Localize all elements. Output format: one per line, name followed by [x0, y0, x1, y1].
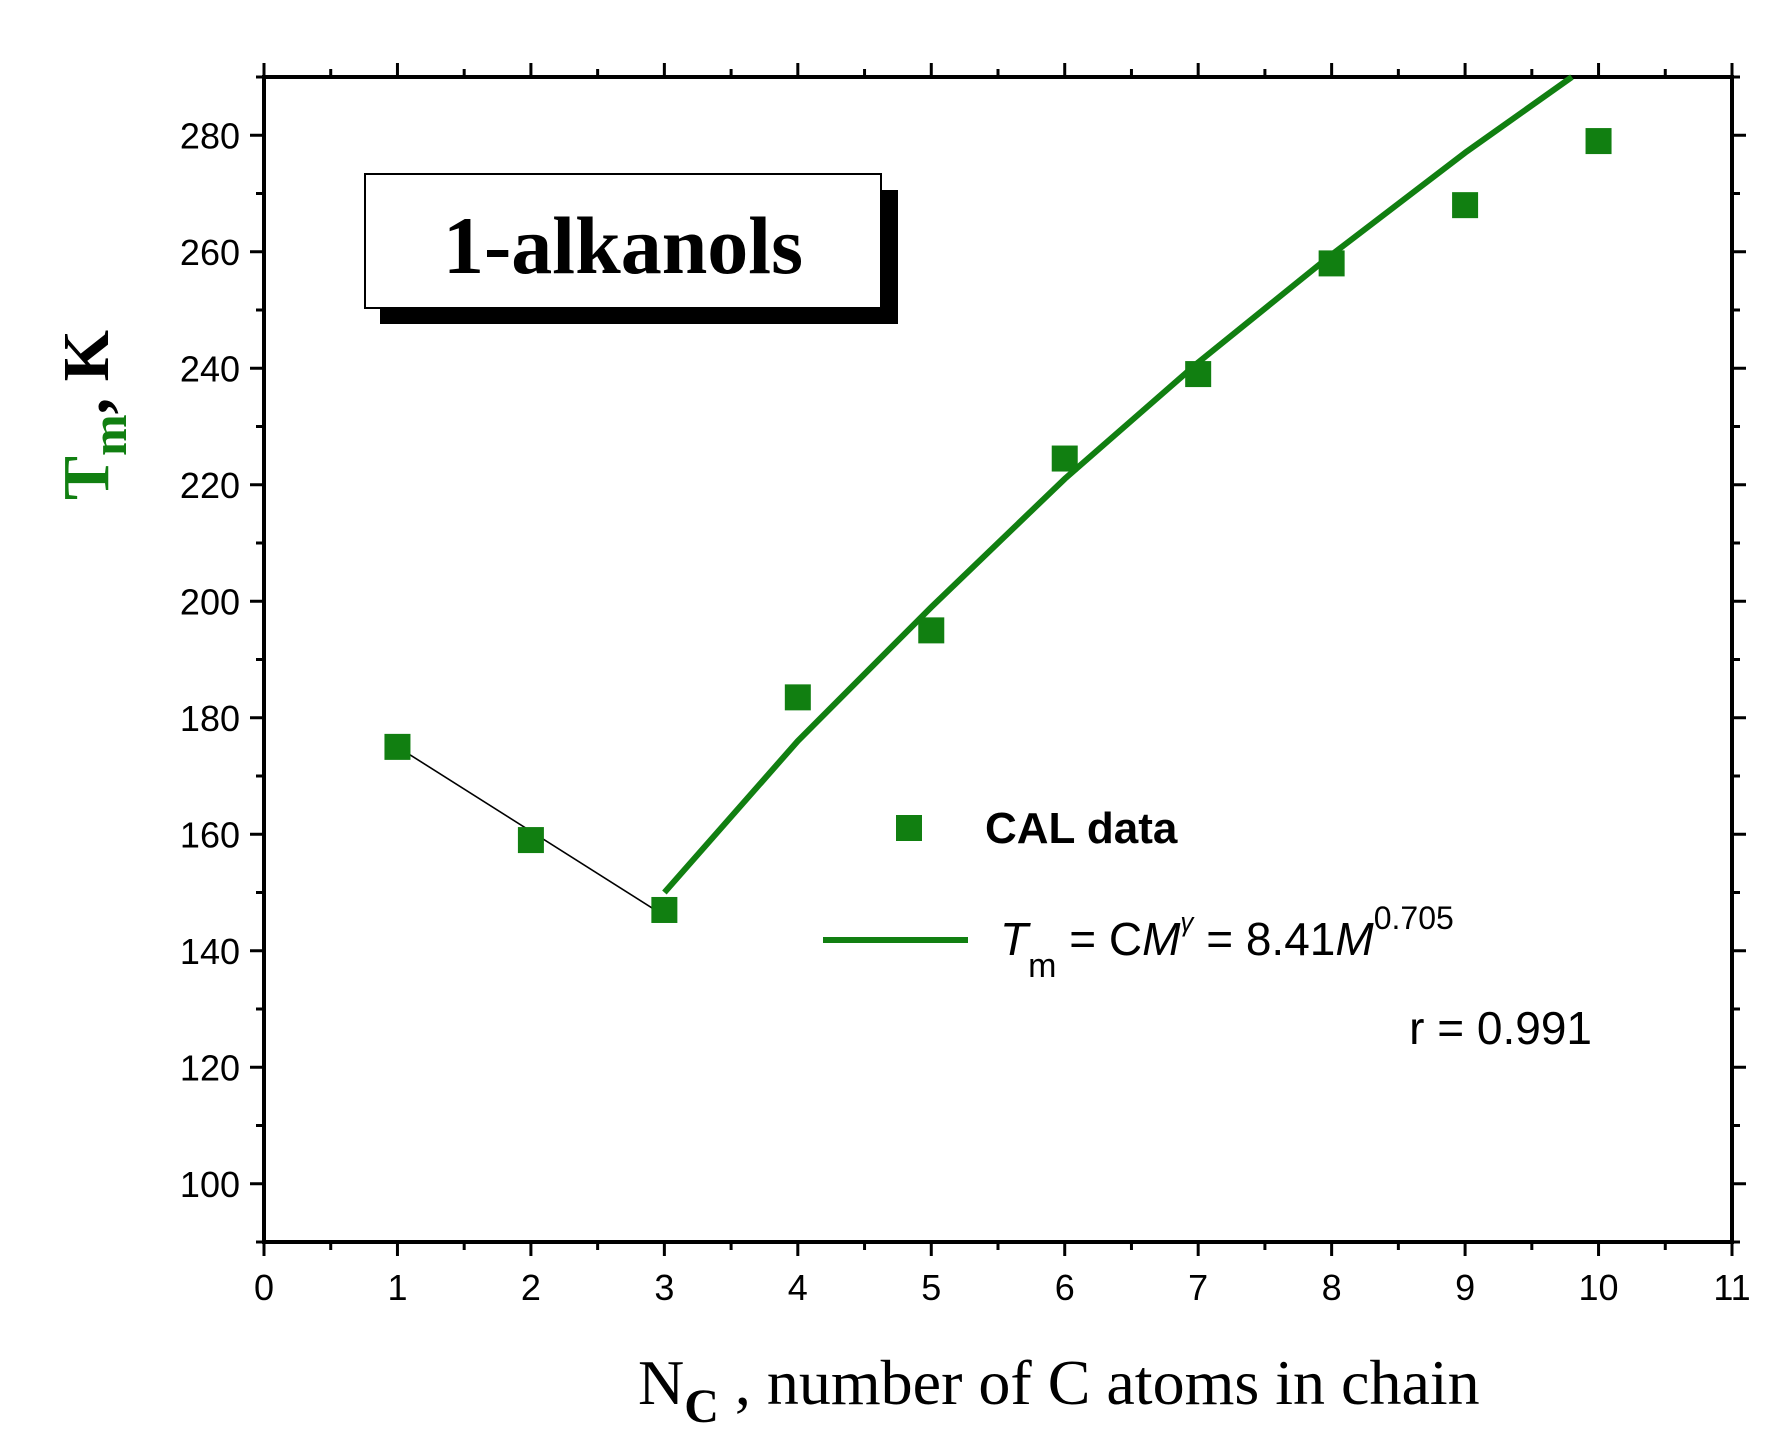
y-tick-label: 220 [180, 465, 240, 506]
y-axis-label-main: T [50, 456, 123, 500]
x-tick-label: 5 [921, 1267, 941, 1308]
data-point [1185, 361, 1212, 388]
data-point [1585, 128, 1612, 155]
legend-T: T [1000, 913, 1031, 965]
y-tick-label: 100 [180, 1164, 240, 1205]
x-tick-label: 7 [1188, 1267, 1208, 1308]
data-point [384, 733, 411, 760]
legend-gamma: γ [1180, 907, 1195, 937]
y-tick-label: 120 [180, 1047, 240, 1088]
data-point [517, 827, 544, 854]
legend-T-sub: m [1028, 947, 1056, 985]
data-point [1051, 445, 1078, 472]
y-tick-label: 240 [180, 348, 240, 389]
axis-ticks [250, 63, 1746, 1256]
title-box-text: 1-alkanols [443, 200, 803, 291]
x-tick-label: 6 [1055, 1267, 1075, 1308]
y-tick-label: 260 [180, 232, 240, 273]
legend-M1: M [1142, 913, 1181, 965]
y-axis-label: Tm, K [50, 330, 137, 500]
y-tick-label: 280 [180, 115, 240, 156]
x-axis-label-rest: , number of C atoms in chain [719, 1347, 1480, 1418]
title-box-frame [364, 173, 882, 309]
x-tick-label: 10 [1579, 1267, 1619, 1308]
x-tick-label: 8 [1322, 1267, 1342, 1308]
x-axis-label-main: N [638, 1347, 684, 1418]
y-tick-labels: 100 120 140 160 180 200 220 240 260 280 [180, 115, 240, 1205]
legend-exponent: 0.705 [1374, 900, 1454, 936]
legend-marker-square [896, 815, 922, 841]
data-point [918, 617, 945, 644]
y-tick-label: 160 [180, 814, 240, 855]
x-tick-labels: 0 1 2 3 4 5 6 7 8 9 10 11 [254, 1267, 1751, 1308]
scatter-markers [384, 128, 1612, 923]
legend-line-label: Tm = CMγ = 8.41M0.705 [1000, 900, 1454, 985]
y-tick-label: 140 [180, 931, 240, 972]
legend-M2: M [1335, 913, 1374, 965]
y-axis-label-rest: , K [50, 330, 123, 414]
power-fit-line [662, 74, 1574, 895]
data-point [1452, 192, 1479, 219]
x-tick-label: 9 [1455, 1267, 1475, 1308]
x-tick-label: 11 [1713, 1267, 1750, 1308]
data-point [784, 684, 811, 711]
legend-scatter-label: CAL data [985, 804, 1178, 853]
legend: CAL data Tm = CMγ = 8.41M0.705 r = 0.991 [823, 804, 1592, 1054]
y-axis-label-sub: m [81, 414, 137, 456]
data-point [1318, 250, 1345, 277]
y-tick-label: 180 [180, 698, 240, 739]
x-axis-label-sub: C [684, 1380, 719, 1433]
data-point [651, 896, 678, 923]
x-tick-label: 1 [387, 1267, 407, 1308]
x-tick-label: 0 [254, 1267, 274, 1308]
y-tick-label: 200 [180, 581, 240, 622]
legend-eq1: = C [1056, 913, 1142, 965]
x-tick-label: 2 [521, 1267, 541, 1308]
x-axis-label: NC , number of C atoms in chain [638, 1347, 1480, 1433]
title-box: 1-alkanols [364, 173, 898, 324]
legend-r-label: r = 0.991 [1409, 1002, 1592, 1054]
legend-eq2: = 8.41 [1193, 913, 1335, 965]
x-tick-label: 4 [788, 1267, 808, 1308]
x-tick-label: 3 [654, 1267, 674, 1308]
